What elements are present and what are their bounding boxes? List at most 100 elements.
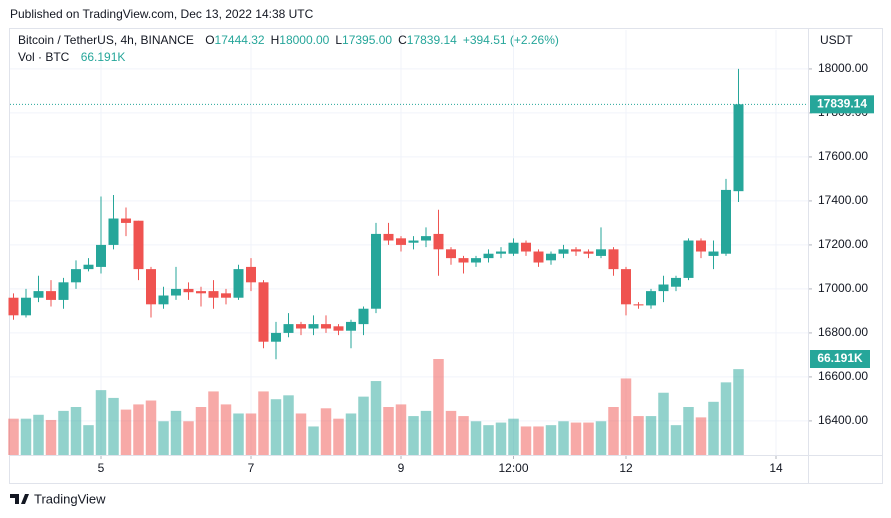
volume-bar [458, 416, 469, 455]
volume-bar [658, 392, 669, 455]
ohlc-value: 17395.00 [342, 33, 392, 47]
candle-body [483, 253, 494, 259]
volume-bar [308, 426, 319, 455]
volume-bar [145, 400, 157, 455]
candle-body [371, 233, 381, 309]
chart-frame [9, 28, 883, 484]
volume-bar [445, 410, 457, 455]
volume-bar [558, 421, 569, 455]
volume-bar [95, 390, 107, 455]
last-price-box [810, 95, 874, 114]
volume-bar [733, 369, 744, 455]
volume-value: 66.191K [81, 50, 126, 64]
volume-value-box [810, 350, 870, 368]
y-tick-label: 17400.00 [818, 193, 868, 207]
candle-body [83, 264, 94, 270]
ohlc-letter: C [398, 33, 407, 47]
x-tick-label: 12 [619, 461, 633, 475]
candle-body [733, 104, 744, 192]
candle-body [333, 326, 344, 331]
y-tick-label: 18000.00 [818, 61, 868, 75]
y-tick-label: 17000.00 [818, 281, 868, 295]
candle-body [358, 308, 369, 325]
y-tick-label: 16400.00 [818, 413, 868, 427]
candle-body [33, 291, 44, 298]
volume-bar [420, 410, 432, 455]
y-tick-label: 17200.00 [818, 237, 868, 251]
candle-body [658, 284, 669, 292]
candle-body [633, 304, 644, 306]
candle-body [283, 324, 294, 333]
candle-body [671, 277, 681, 287]
volume-bar [370, 381, 382, 455]
volume-bar [320, 408, 332, 455]
volume-bar [108, 397, 119, 455]
volume-bar [208, 391, 219, 455]
candle-body [321, 324, 331, 329]
volume-bar [120, 409, 132, 455]
volume-legend: Vol · BTC 66.191K [18, 50, 125, 64]
volume-bar [20, 418, 32, 455]
ohlc-value: 17444.32 [215, 33, 265, 47]
volume-bar [433, 359, 444, 455]
candle-body [546, 253, 556, 261]
volume-bar [8, 418, 19, 455]
volume-bar [645, 416, 657, 455]
volume-bar [283, 395, 294, 455]
candle-body [696, 240, 706, 252]
volume-title: Vol · BTC [18, 50, 70, 64]
candle-body [196, 291, 206, 294]
candle-body [471, 258, 481, 263]
candle-body [596, 249, 606, 256]
volume-bar [183, 421, 194, 455]
candle-body [233, 269, 244, 298]
volume-bar [483, 425, 494, 455]
candle-body [96, 244, 106, 267]
volume-bar [683, 407, 694, 455]
volume-bar [395, 404, 407, 455]
candle-body [608, 249, 619, 270]
candle-body [433, 233, 444, 250]
x-tick-label: 9 [398, 461, 405, 475]
volume-value-label: 66.191K [817, 351, 863, 365]
candle-body [558, 249, 569, 254]
footer-logo: TradingView [10, 491, 106, 506]
volume-bar [270, 399, 282, 455]
volume-bar [583, 422, 594, 455]
volume-bar [83, 425, 94, 455]
volume-bar [620, 378, 632, 455]
volume-bar [470, 421, 482, 455]
volume-bar [258, 391, 269, 455]
x-tick-label: 12:00 [498, 461, 528, 475]
candle-body [271, 332, 281, 342]
volume-bar [195, 407, 207, 455]
candle-body [396, 238, 406, 245]
candle-body [21, 297, 31, 316]
candle-body [421, 236, 431, 241]
candle-body [508, 242, 519, 254]
candle-body [521, 242, 531, 252]
candle-body [383, 233, 394, 241]
candle-body [258, 282, 269, 342]
candle-body [171, 288, 181, 296]
volume-bar [345, 413, 357, 455]
volume-bar [708, 401, 719, 455]
candle-body [583, 251, 594, 254]
candle-body [646, 291, 656, 306]
symbol: Bitcoin / TetherUS, 4h, BINANCE [18, 33, 194, 47]
candle-body [208, 291, 219, 298]
x-tick-label: 5 [98, 461, 105, 475]
candle-body [708, 251, 719, 256]
chart-legend: Bitcoin / TetherUS, 4h, BINANCE O17444.3… [18, 33, 559, 47]
y-tick-label: 16600.00 [818, 369, 868, 383]
volume-bar [333, 418, 344, 455]
candle-body [571, 249, 581, 252]
currency: USDT [820, 33, 853, 47]
logo-icon [10, 494, 29, 504]
candle-body [408, 240, 419, 243]
candle-body [121, 218, 131, 223]
volume-bar [570, 422, 582, 455]
volume-bar [595, 421, 607, 455]
ohlc-letter: H [271, 33, 280, 47]
